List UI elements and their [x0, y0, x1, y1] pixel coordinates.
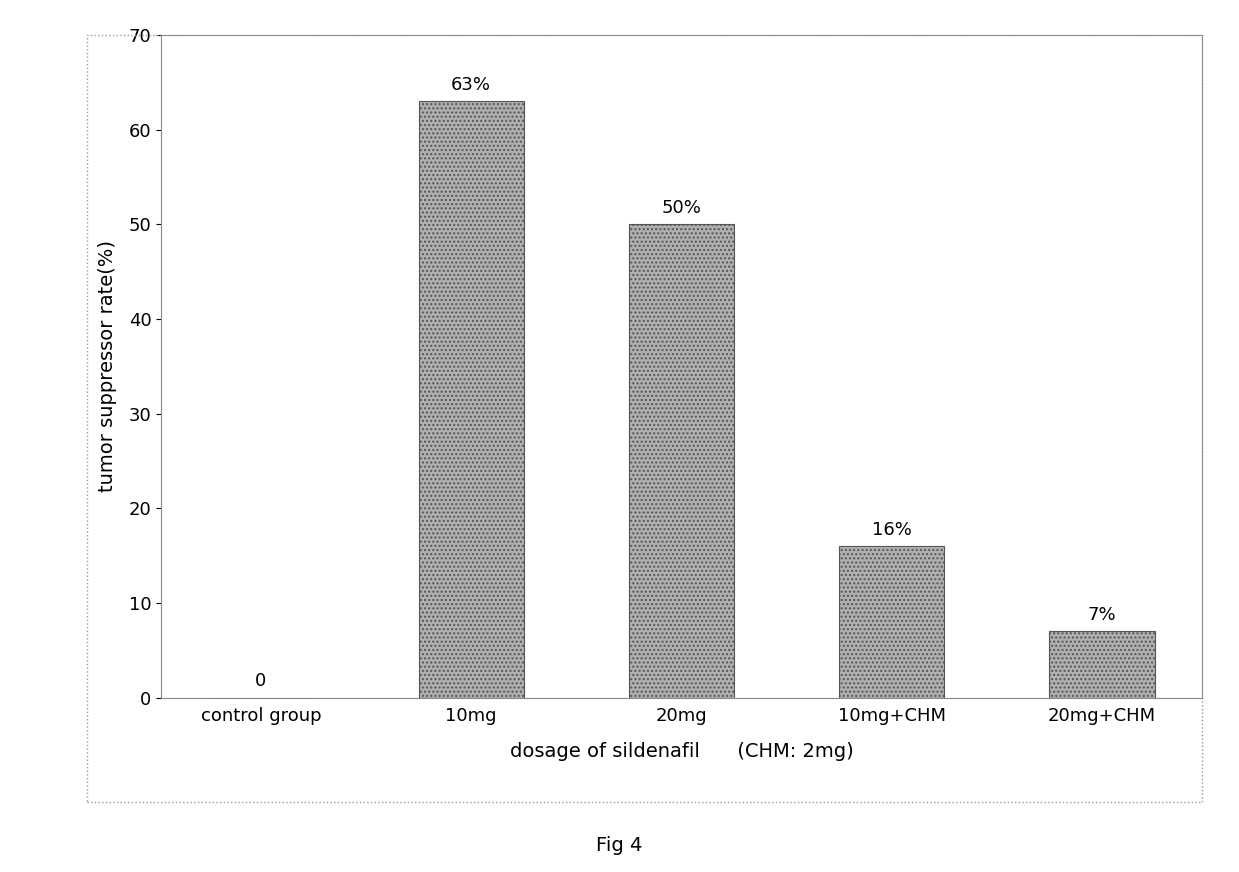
- Text: 63%: 63%: [451, 76, 491, 93]
- Text: 50%: 50%: [662, 199, 701, 216]
- X-axis label: dosage of sildenafil      (CHM: 2mg): dosage of sildenafil (CHM: 2mg): [509, 742, 854, 761]
- Text: 16%: 16%: [872, 521, 912, 539]
- Bar: [1049, 631, 1155, 698]
- Y-axis label: tumor suppressor rate(%): tumor suppressor rate(%): [98, 241, 118, 492]
- Text: Fig 4: Fig 4: [596, 836, 643, 855]
- Text: 0: 0: [255, 672, 266, 690]
- Bar: [419, 101, 524, 698]
- Text: 7%: 7%: [1088, 606, 1116, 623]
- Bar: [839, 546, 944, 698]
- Bar: [629, 224, 733, 698]
